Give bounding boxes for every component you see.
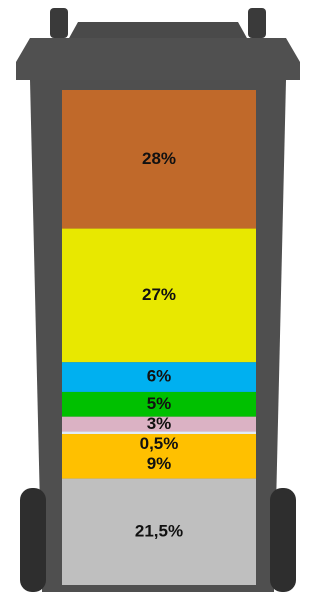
- value-label: 6%: [147, 367, 172, 386]
- chart: 28% 27% 6% 5%3%0,5%9% 21,5%: [0, 0, 314, 598]
- value-label: 3%: [147, 414, 172, 433]
- bin-handle: [50, 8, 68, 38]
- value-label: 27%: [142, 285, 176, 304]
- value-label: 21,5%: [135, 521, 183, 540]
- bin-wheel: [270, 488, 296, 592]
- bin-lid: [16, 38, 300, 80]
- value-label: 9%: [147, 454, 172, 473]
- value-label: 0,5%: [140, 434, 179, 453]
- bin-handle: [248, 8, 266, 38]
- bin-lid-top: [68, 22, 248, 40]
- value-label: 28%: [142, 149, 176, 168]
- bin-wheel: [20, 488, 46, 592]
- value-label: 5%: [147, 394, 172, 413]
- page: {"chart_data": {"type": "bar", "stacked"…: [0, 0, 314, 598]
